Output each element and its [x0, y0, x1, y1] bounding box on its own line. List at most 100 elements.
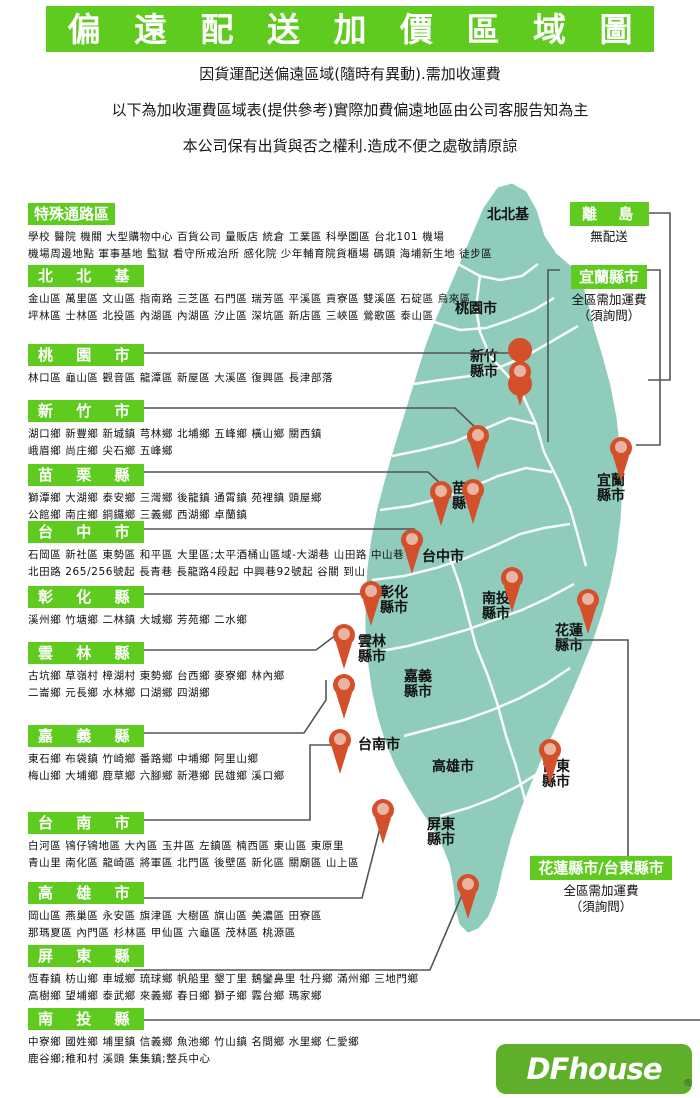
map-label-line1: 新竹: [470, 349, 498, 365]
region-block-11: 屏 東 縣 恆春鎮 枋山鄉 車城鄉 琉球鄉 帆船里 墾丁里 鵝鑾鼻里 牡丹鄉 滿…: [28, 945, 419, 1005]
region-line: 金山區 萬里區 文山區 指南路 三芝區 石門區 瑞芳區 平溪區 貢寮區 雙溪區 …: [28, 293, 471, 305]
region-header-pingtung: 屏 東 縣: [28, 945, 145, 967]
page-title-banner: 偏 遠 配 送 加 價 區 域 圖: [46, 6, 654, 52]
region-header-taoyuan: 桃 園 市: [28, 344, 145, 366]
region-header-nantou: 南 投 縣: [28, 1008, 145, 1030]
region-block-12: 南 投 縣 中寮鄉 國姓鄉 埔里鎮 信義鄉 魚池鄉 竹山鎮 名間鄉 水里鄉 仁愛…: [28, 1008, 359, 1068]
region-block-7: 雲 林 縣 古坑鄉 草嶺村 樟湖村 東勢鄉 台西鄉 麥寮鄉 林內鄉 二崙鄉 元長…: [28, 642, 285, 702]
region-line: 北田路 265/256號起 長青巷 長龍路4段起 中興巷92號起 谷關 到山: [28, 566, 366, 578]
map-label-line1: 雲林: [358, 634, 386, 650]
intro-line-3: 本公司保有出貨與否之權利.造成不便之處敬請原諒: [182, 137, 518, 155]
map-label-line1: 台南市: [358, 737, 400, 753]
callout-note-2: （須詢問）: [577, 308, 641, 323]
callout-header-islands: 離 島: [570, 202, 650, 226]
map-label-line2: 縣市: [404, 684, 432, 700]
region-line: 中寮鄉 國姓鄉 埔里鎮 信義鄉 魚池鄉 竹山鎮 名間鄉 水里鄉 仁愛鄉: [28, 1036, 360, 1048]
region-line: 岡山區 燕巢區 永安區 旗津區 大樹區 旗山區 美濃區 田寮區: [28, 910, 322, 922]
map-label-line2: 縣市: [542, 774, 570, 790]
region-body: 獅潭鄉 大湖鄉 泰安鄉 三灣鄉 後龍鎮 通霄鎮 苑裡鎮 頭屋鄉 公館鄉 南庄鄉 …: [28, 490, 322, 524]
map-label-kaohsiung: 高雄市: [432, 760, 474, 775]
registered-trademark-mark: ®: [683, 1078, 693, 1089]
map-label-line1: 台中市: [422, 549, 464, 565]
map-label-line1: 宜蘭: [597, 473, 625, 489]
map-label-changhua: 彰化 縣市: [380, 586, 408, 616]
region-body: 湖口鄉 新豐鄉 新城鎮 芎林鄉 北埔鄉 五峰鄉 橫山鄉 關西鎮 峨眉鄉 尚庄鄉 …: [28, 426, 322, 460]
map-label-pingtung: 屏東 縣市: [427, 818, 455, 848]
map-label-line1: 高雄市: [432, 759, 474, 775]
callout-header-yilan: 宜蘭縣市: [570, 265, 647, 289]
region-body: 林口區 龜山區 觀音區 龍潭區 新屋區 大溪區 復興區 長津部落: [28, 370, 333, 387]
map-label-hualien: 花蓮 縣市: [555, 624, 583, 654]
region-block-0: 特殊通路區 學校 醫院 機關 大型購物中心 百貨公司 量販店 統倉 工業區 科學…: [28, 203, 492, 263]
region-line: 公館鄉 南庄鄉 銅鑼鄉 三義鄉 西湖鄉 卓蘭鎮: [28, 509, 248, 521]
region-line: 古坑鄉 草嶺村 樟湖村 東勢鄉 台西鄉 麥寮鄉 林內鄉: [28, 670, 285, 682]
map-label-hsinchu: 新竹 縣市: [470, 350, 498, 380]
map-label-line1: 苗栗: [452, 481, 480, 497]
region-line: 那瑪夏區 內門區 杉林區 甲仙區 六龜區 茂林區 桃源區: [28, 927, 296, 939]
region-line: 湖口鄉 新豐鄉 新城鎮 芎林鄉 北埔鄉 五峰鄉 橫山鄉 關西鎮: [28, 428, 322, 440]
map-label-line2: 縣市: [597, 488, 625, 504]
region-line: 東石鄉 布袋鎮 竹崎鄉 番路鄉 中埔鄉 阿里山鄉: [28, 753, 259, 765]
region-body: 溪州鄉 竹塘鄉 二林鎮 大城鄉 芳苑鄉 二水鄉: [28, 612, 248, 629]
map-label-taoyuan: 桃園市: [455, 302, 497, 317]
region-header-changhua: 彰 化 縣: [28, 586, 145, 608]
region-line: 高樹鄉 望埔鄉 泰武鄉 來義鄉 春日鄉 獅子鄉 霧台鄉 瑪家鄉: [28, 990, 322, 1002]
region-line: 坪林區 士林區 北投區 內湖區 內湖區 汐止區 深坑區 新店區 三峽區 鶯歌區 …: [28, 310, 434, 322]
map-label-line1: 南投: [482, 591, 510, 607]
region-header-tainan: 台 南 市: [28, 812, 145, 834]
callout-note-1: 全區需加運費: [563, 883, 639, 898]
map-label-line1: 嘉義: [404, 669, 432, 685]
region-header-miaoli: 苗 栗 縣: [28, 464, 145, 486]
map-label-line1: 屏東: [427, 817, 455, 833]
map-label-nantou: 南投 縣市: [482, 592, 510, 622]
region-header-chiayi: 嘉 義 縣: [28, 725, 145, 747]
region-block-10: 高 雄 市 岡山區 燕巢區 永安區 旗津區 大樹區 旗山區 美濃區 田寮區 那瑪…: [28, 882, 322, 942]
region-body: 學校 醫院 機關 大型購物中心 百貨公司 量販店 統倉 工業區 科學園區 台北1…: [28, 229, 492, 263]
region-header-kaohsiung: 高 雄 市: [28, 882, 145, 904]
callout-note-1: 全區需加運費: [571, 292, 647, 307]
map-label-line2: 縣市: [427, 832, 455, 848]
page-title: 偏 遠 配 送 加 價 區 域 圖: [67, 9, 644, 49]
region-line: 學校 醫院 機關 大型購物中心 百貨公司 量販店 統倉 工業區 科學園區 台北1…: [28, 231, 445, 243]
intro-line-1: 因貨運配送偏遠區域(隨時有異動).需加收運費: [199, 65, 501, 83]
region-line: 梅山鄉 大埔鄉 鹿草鄉 六腳鄉 新港鄉 民雄鄉 溪口鄉: [28, 770, 285, 782]
callout-note-2: （須詢問）: [569, 899, 633, 914]
region-line: 溪州鄉 竹塘鄉 二林鎮 大城鄉 芳苑鄉 二水鄉: [28, 614, 248, 626]
map-label-miaoli: 苗栗 縣市: [452, 482, 480, 512]
callout-header-hualien-taitung: 花蓮縣市/台東縣市: [530, 856, 672, 880]
map-label-taitung: 台東 縣市: [542, 760, 570, 790]
region-block-5: 台 中 市 石岡區 新社區 東勢區 和平區 大里區;太平酒桶山區域-大湖巷 山田…: [28, 521, 404, 581]
callout-note: 無配送: [590, 229, 628, 244]
region-line: 白河區 鴇仔鴇地區 大內區 玉井區 左鎮區 楠西區 東山區 東原里: [28, 840, 345, 852]
region-body: 金山區 萬里區 文山區 指南路 三芝區 石門區 瑞芳區 平溪區 貢寮區 雙溪區 …: [28, 291, 471, 325]
region-line: 二崙鄉 元長鄉 水林鄉 口湖鄉 四湖鄉: [28, 687, 211, 699]
region-header-hsinchu: 新 竹 市: [28, 400, 145, 422]
map-label-chiayi: 嘉義 縣市: [404, 670, 432, 700]
region-body: 東石鄉 布袋鎮 竹崎鄉 番路鄉 中埔鄉 阿里山鄉 梅山鄉 大埔鄉 鹿草鄉 六腳鄉…: [28, 751, 285, 785]
map-label-yilan: 宜蘭 縣市: [597, 474, 625, 504]
map-label-taichung: 台中市: [422, 550, 464, 565]
region-body: 古坑鄉 草嶺村 樟湖村 東勢鄉 台西鄉 麥寮鄉 林內鄉 二崙鄉 元長鄉 水林鄉 …: [28, 668, 285, 702]
logo-text: DFhouse: [526, 1051, 662, 1086]
region-block-6: 彰 化 縣 溪州鄉 竹塘鄉 二林鎮 大城鄉 芳苑鄉 二水鄉: [28, 586, 248, 629]
region-line: 峨眉鄉 尚庄鄉 尖石鄉 五峰鄉: [28, 445, 174, 457]
map-label-yunlin: 雲林 縣市: [358, 635, 386, 665]
region-body: 石岡區 新社區 東勢區 和平區 大里區;太平酒桶山區域-大湖巷 山田路 中山巷 …: [28, 547, 404, 581]
region-block-4: 苗 栗 縣 獅潭鄉 大湖鄉 泰安鄉 三灣鄉 後龍鎮 通霄鎮 苑裡鎮 頭屋鄉 公館…: [28, 464, 322, 524]
map-label-line2: 縣市: [482, 606, 510, 622]
region-line: 林口區 龜山區 觀音區 龍潭區 新屋區 大溪區 復興區 長津部落: [28, 372, 334, 384]
county-borders: [371, 262, 588, 827]
region-header-yunlin: 雲 林 縣: [28, 642, 145, 664]
map-label-line1: 花蓮: [555, 623, 583, 639]
map-label-line2: 縣市: [470, 364, 498, 380]
intro-line-2: 以下為加收運費區域表(提供參考)實際加費偏遠地區由公司客服告知為主: [111, 101, 589, 119]
map-label-tainan: 台南市: [358, 738, 400, 753]
region-header-taichung: 台 中 市: [28, 521, 145, 543]
region-line: 獅潭鄉 大湖鄉 泰安鄉 三灣鄉 後龍鎮 通霄鎮 苑裡鎮 頭屋鄉: [28, 492, 322, 504]
callout-yilan: 宜蘭縣市 全區需加運費 （須詢問）: [566, 265, 652, 324]
region-body: 岡山區 燕巢區 永安區 旗津區 大樹區 旗山區 美濃區 田寮區 那瑪夏區 內門區…: [28, 908, 322, 942]
map-label-line1: 台東: [542, 759, 570, 775]
callout-outlying-islands: 離 島 無配送: [570, 202, 650, 245]
map-label-line2: 縣市: [555, 638, 583, 654]
region-line: 青山里 南化區 龍崎區 將軍區 北門區 後壁區 新化區 關廟區 山上區: [28, 857, 360, 869]
